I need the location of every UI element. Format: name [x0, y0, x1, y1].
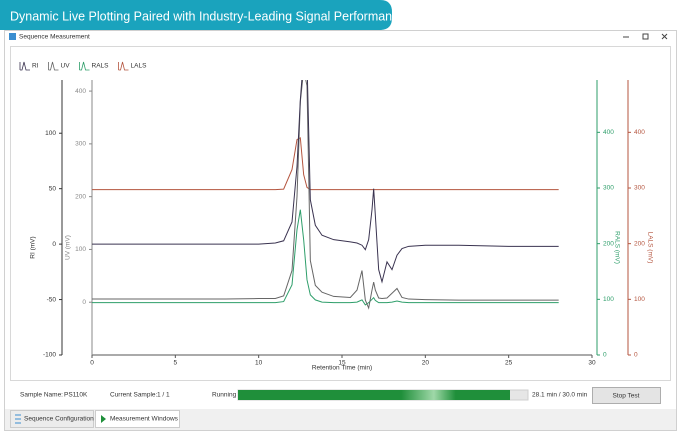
- y-tick-label: 50: [49, 185, 57, 192]
- y-tick-label: 300: [603, 185, 614, 192]
- y-tick-label: 200: [75, 193, 86, 200]
- legend-icon: [48, 61, 59, 71]
- stop-button-label[interactable]: Stop Test: [613, 393, 640, 400]
- current-sample: 1 / 1: [157, 392, 170, 399]
- banner: [0, 0, 392, 30]
- run-state: Running: [212, 392, 237, 399]
- x-tick-label: 30: [588, 360, 596, 367]
- y-tick-label: 200: [603, 240, 614, 247]
- y-tick-label: 400: [603, 129, 614, 136]
- stop-button[interactable]: [592, 387, 661, 404]
- legend-label: LALS: [131, 63, 148, 70]
- y-tick-label: 0: [603, 352, 607, 359]
- legend-icon: [79, 61, 90, 71]
- sample-name: PS110K: [64, 392, 88, 399]
- progress-text: 28.1 min / 30.0 min: [532, 392, 588, 399]
- y-tick-label: -100: [43, 352, 56, 359]
- y-axis-title: RALS (mV): [613, 231, 620, 264]
- tab-active[interactable]: [95, 410, 180, 428]
- y-axis-title: RI (mV): [30, 236, 37, 258]
- x-tick-label: 5: [174, 360, 178, 367]
- legend-icon: [118, 61, 129, 71]
- y-tick-label: 100: [603, 296, 614, 303]
- series-line: [92, 80, 559, 284]
- window-title: Sequence Measurement: [19, 34, 90, 41]
- sample-name-label: Sample Name:: [20, 392, 63, 399]
- tab-label[interactable]: Measurement Windows: [110, 416, 179, 423]
- banner-title: Dynamic Live Plotting Paired with Indust…: [10, 9, 405, 23]
- series-line: [92, 80, 559, 310]
- y-tick-label: 100: [45, 130, 56, 137]
- x-tick-label: 15: [338, 360, 346, 367]
- x-tick-label: 20: [422, 360, 430, 367]
- y-tick-label: 0: [52, 241, 56, 248]
- y-tick-label: 100: [634, 296, 645, 303]
- tab[interactable]: [10, 410, 94, 428]
- tab-icon: [15, 414, 21, 424]
- y-tick-label: 0: [634, 352, 638, 359]
- x-tick-label: 0: [90, 360, 94, 367]
- y-tick-label: 300: [75, 141, 86, 148]
- chart: 0 5 10 15 20 25 30 -100 -50 0 50 100 RI (mV) 0 100 200 3…: [19, 61, 653, 367]
- y-tick-label: 0: [82, 299, 86, 306]
- progress-fill: [238, 390, 510, 400]
- maximize-button[interactable]: [642, 33, 649, 40]
- current-sample-label: Current Sample:: [110, 392, 158, 399]
- chart-panel: [10, 46, 671, 381]
- y-tick-label: 400: [75, 88, 86, 95]
- close-button[interactable]: [661, 33, 668, 40]
- y-tick-label: 100: [75, 246, 86, 253]
- tab-label[interactable]: Sequence Configuration: [24, 416, 94, 423]
- series-line: [92, 209, 559, 306]
- x-tick-label: 10: [255, 360, 263, 367]
- y-tick-label: 400: [634, 129, 645, 136]
- y-tick-label: -50: [47, 296, 57, 303]
- window-icon: [9, 33, 16, 40]
- y-tick-label: 200: [634, 240, 645, 247]
- legend-label: RI: [32, 63, 39, 70]
- legend-label: UV: [61, 63, 71, 70]
- x-tick-label: 25: [505, 360, 513, 367]
- tab-icon: [101, 415, 106, 423]
- y-axis-title: LALS (mV): [646, 232, 653, 264]
- legend-label: RALS: [92, 63, 110, 70]
- series-line: [92, 137, 559, 191]
- x-axis-title: Retention Time (min): [312, 365, 372, 372]
- y-tick-label: 300: [634, 185, 645, 192]
- legend-icon: [19, 61, 30, 71]
- y-axis-title: UV (mV): [65, 235, 72, 260]
